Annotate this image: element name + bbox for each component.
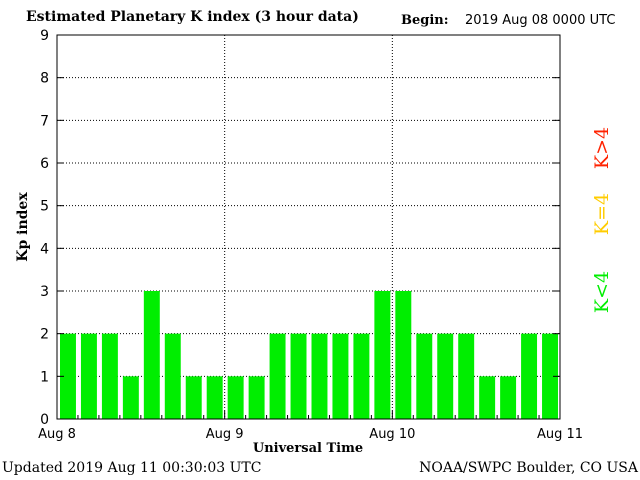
kp-bar xyxy=(122,376,139,419)
y-tick-label: 1 xyxy=(40,369,49,385)
grid-layer xyxy=(57,35,560,419)
kp-bar xyxy=(227,376,244,419)
x-ticks: Aug 8 Aug 9 Aug 10 Aug 11 xyxy=(38,411,583,442)
data-source: NOAA/SWPC Boulder, CO USA xyxy=(419,460,638,476)
x-axis-label: Universal Time xyxy=(253,441,363,456)
x-tick-label: Aug 8 xyxy=(38,427,76,442)
y-axis-label: Kp index xyxy=(15,192,31,262)
x-tick-label: Aug 9 xyxy=(206,427,244,442)
kp-bar xyxy=(437,333,454,419)
legend-item: K=4 xyxy=(591,193,613,235)
kp-bar xyxy=(248,376,265,419)
kp-bar xyxy=(269,333,286,419)
kp-bar xyxy=(500,376,517,419)
begin-label: Begin: xyxy=(401,13,449,28)
kp-bar xyxy=(374,291,391,419)
x-tick-label: Aug 11 xyxy=(537,427,583,442)
y-tick-label: 8 xyxy=(40,71,49,87)
y-tick-label: 4 xyxy=(40,241,49,257)
y-ticks: 0 1 2 3 4 5 6 7 8 9 xyxy=(40,28,560,428)
kp-bar xyxy=(80,333,97,419)
kp-bar xyxy=(101,333,118,419)
kp-bar xyxy=(458,333,475,419)
legend-item: K>4 xyxy=(591,127,613,169)
y-tick-label: 9 xyxy=(40,28,49,44)
x-tick-label: Aug 10 xyxy=(369,427,415,442)
legend-item: K<4 xyxy=(591,271,613,313)
updated-timestamp: Updated 2019 Aug 11 00:30:03 UTC xyxy=(2,460,262,476)
chart-title: Estimated Planetary K index (3 hour data… xyxy=(26,9,359,25)
kp-bar xyxy=(206,376,223,419)
kp-bar xyxy=(479,376,496,419)
kp-bar xyxy=(311,333,328,419)
kp-bar xyxy=(185,376,202,419)
y-tick-label: 0 xyxy=(40,412,49,428)
kp-bar xyxy=(60,333,76,419)
begin-value: 2019 Aug 08 0000 UTC xyxy=(465,13,616,28)
legend: K<4 K=4 K>4 xyxy=(591,127,613,313)
kp-bar xyxy=(290,333,307,419)
y-tick-label: 7 xyxy=(40,113,49,129)
kp-bar xyxy=(416,333,433,419)
y-tick-label: 3 xyxy=(40,284,49,300)
y-tick-label: 2 xyxy=(40,327,49,343)
y-tick-label: 6 xyxy=(40,156,49,172)
kp-bar xyxy=(164,333,181,419)
kp-bar xyxy=(332,333,349,419)
bars-layer xyxy=(60,291,558,419)
kp-bar xyxy=(143,291,160,419)
plot-frame xyxy=(56,34,561,420)
y-tick-label: 5 xyxy=(40,199,49,215)
kp-bar xyxy=(521,333,538,419)
kp-bar xyxy=(542,333,558,419)
kp-bar xyxy=(395,291,412,419)
kp-bar xyxy=(353,333,370,419)
